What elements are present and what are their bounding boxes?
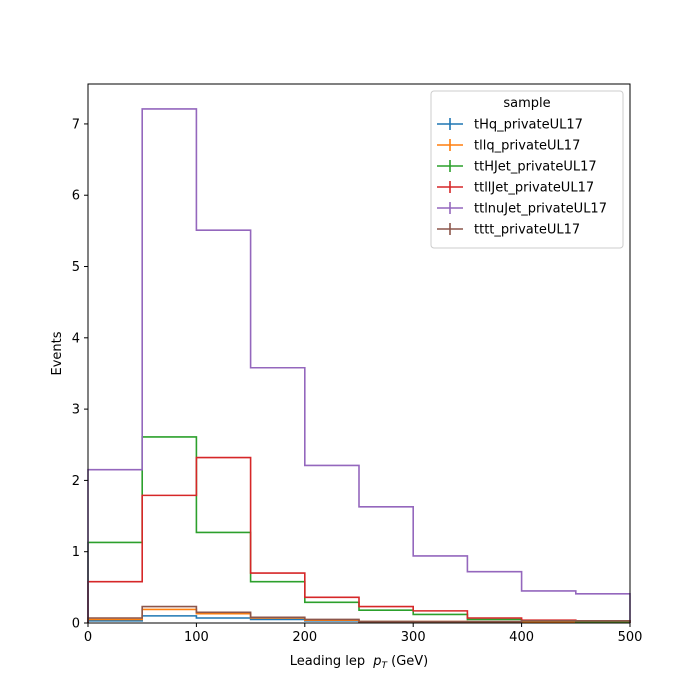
legend-item: ttllJet_privateUL17 <box>437 181 594 196</box>
legend-label: ttllJet_privateUL17 <box>474 181 594 196</box>
y-axis-label: Events <box>50 331 65 375</box>
x-tick-label: 400 <box>509 630 534 645</box>
legend-item: ttlnuJet_privateUL17 <box>437 202 607 217</box>
legend-label: ttHJet_privateUL17 <box>474 160 597 175</box>
x-axis-label-text: Leading lep <box>290 654 365 669</box>
legend-label: tHq_privateUL17 <box>474 118 583 133</box>
legend: sample tHq_privateUL17 tllq_privateUL17tt… <box>430 90 624 249</box>
series-step-tttt_privateUL17 <box>87 605 631 623</box>
x-tick-label: 100 <box>184 630 209 645</box>
x-tick-label: 500 <box>618 630 643 645</box>
x-tick-label: 300 <box>401 630 426 645</box>
x-axis-ticks: 0 100 200 300 400 500 <box>84 623 643 645</box>
x-tick-label: 200 <box>292 630 317 645</box>
legend-item: tllq_privateUL17 <box>437 139 580 154</box>
y-tick-label: 3 <box>72 403 80 418</box>
legend-box <box>430 90 624 249</box>
series-step-ttlnuJet_privateUL17 <box>87 108 631 623</box>
series-layer <box>87 108 631 624</box>
y-tick-label: 7 <box>72 117 80 132</box>
legend-item: tttt_privateUL17 <box>437 223 580 238</box>
axes-frame <box>87 83 631 624</box>
x-axis-label-unit: (GeV) <box>387 654 428 669</box>
x-axis-label-subscript: T <box>381 661 388 671</box>
y-tick-label: 4 <box>72 331 80 346</box>
legend-label: tttt_privateUL17 <box>474 223 580 238</box>
y-axis-ticks: 0 1 2 3 4 5 6 7 <box>72 117 88 632</box>
x-axis-label-math: p <box>372 654 381 669</box>
legend-label: tllq_privateUL17 <box>474 139 580 154</box>
legend-item: ttHJet_privateUL17 <box>437 160 597 175</box>
y-tick-label: 0 <box>72 617 80 632</box>
legend-label: ttlnuJet_privateUL17 <box>474 202 607 217</box>
y-tick-label: 5 <box>72 260 80 275</box>
y-tick-label: 1 <box>72 545 80 560</box>
y-tick-label: 2 <box>72 474 80 489</box>
y-tick-label: 6 <box>72 189 80 204</box>
x-tick-label: 0 <box>84 630 92 645</box>
x-axis-label: Leading lep pT (GeV) <box>290 654 428 671</box>
legend-items: tHq_privateUL17 tllq_privateUL17 ttHJet_pr… <box>437 118 607 238</box>
legend-title: sample <box>503 96 550 111</box>
legend-item: tHq_privateUL17 <box>437 118 583 133</box>
